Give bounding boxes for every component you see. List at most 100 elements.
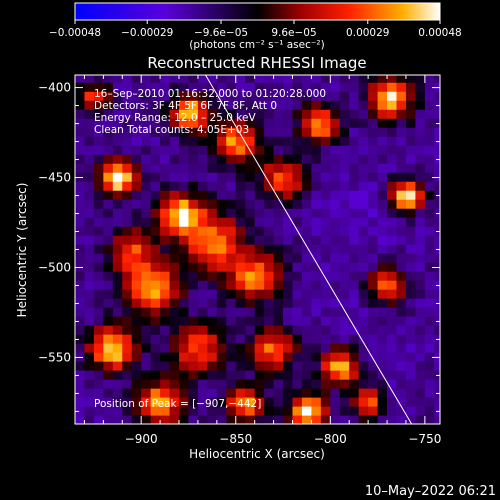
heatmap-cell [301,244,313,254]
heatmap-cell [122,181,133,191]
heatmap-cell [188,154,199,164]
heatmap-cell [141,370,152,380]
heatmap-cell [150,199,161,209]
heatmap-cell [131,226,142,236]
heatmap-cell [179,325,190,335]
heatmap-cell [396,82,407,92]
heatmap-cell [349,388,360,398]
heatmap-cell [387,217,398,227]
heatmap-cell [93,352,104,362]
heatmap-cell [179,127,190,137]
heatmap-cell [273,136,284,146]
heatmap-cell [387,343,398,353]
heatmap-cell [160,415,171,424]
heatmap-cell [330,91,341,101]
heatmap-cell [396,127,407,137]
heatmap-cell [311,370,322,380]
heatmap-cell [207,226,218,236]
heatmap-cell [424,82,435,92]
heatmap-cell [330,253,341,263]
heatmap-cell [339,388,350,398]
heatmap-cell [320,217,331,227]
heatmap-cell [197,334,208,344]
heatmap-cell [424,136,435,146]
heatmap-cell [188,235,199,245]
heatmap-cell [112,145,123,155]
heatmap-cell [330,145,341,155]
heatmap-cell [150,91,161,101]
heatmap-cell [216,325,227,335]
heatmap-cell [434,334,440,344]
heatmap-cell [396,136,407,146]
heatmap-cell [396,298,407,308]
heatmap-cell [131,172,142,182]
heatmap-cell [131,271,142,281]
heatmap-cell [415,388,426,398]
heatmap-cell [320,100,331,110]
heatmap-cell [226,217,237,227]
heatmap-cell [264,127,275,137]
heatmap-cell [301,271,313,281]
heatmap-cell [387,298,398,308]
heatmap-cell [122,217,133,227]
heatmap-cell [254,100,265,110]
heatmap-cell [93,307,104,317]
heatmap-cell [122,406,133,416]
heatmap-cell [339,136,350,146]
heatmap-cell [207,154,218,164]
heatmap-cell [301,307,313,317]
heatmap-cell [396,307,407,317]
heatmap-cell [415,361,426,371]
heatmap-cell [405,352,417,362]
heatmap-cell [131,298,142,308]
heatmap-cell [226,370,237,380]
heatmap-cell [405,100,417,110]
heatmap-cell [320,118,331,128]
heatmap-cell [160,334,171,344]
heatmap-cell [160,100,171,110]
heatmap-cell [301,379,313,389]
heatmap-cell [169,163,180,173]
heatmap-cell [141,325,152,335]
heatmap-cell [197,154,208,164]
heatmap-cell [216,262,227,272]
heatmap-cell [330,82,341,92]
heatmap-cell [245,235,256,245]
heatmap-cell [405,316,417,326]
heatmap-cell [207,181,218,191]
heatmap-cell [169,118,180,128]
heatmap-cell [112,253,123,263]
heatmap-cell [169,145,180,155]
heatmap-cell [103,262,114,272]
heatmap-cell [103,109,114,119]
heatmap-cell [226,154,237,164]
heatmap-cell [131,370,142,380]
heatmap-cell [396,352,407,362]
heatmap-cell [358,100,369,110]
heatmap-cell [93,415,104,424]
heatmap-cell [273,316,284,326]
heatmap-cell [235,75,246,83]
heatmap-cell [387,352,398,362]
heatmap-cell [311,217,322,227]
heatmap-cell [131,136,142,146]
heatmap-cell [141,244,152,254]
heatmap-cell [434,280,440,290]
heatmap-cell [103,361,114,371]
heatmap-cell [169,181,180,191]
x-tick-label: −900 [125,432,158,446]
heatmap-cell [226,244,237,254]
heatmap-cell [377,307,388,317]
heatmap-cell [405,289,417,299]
heatmap-cell [169,361,180,371]
heatmap-cell [141,91,152,101]
heatmap-cell [292,397,303,407]
heatmap-cell [264,217,275,227]
heatmap-cell [320,307,331,317]
heatmap-cell [103,91,114,101]
heatmap-cell [254,343,265,353]
heatmap-cell [358,406,369,416]
heatmap-cell [150,379,161,389]
heatmap-cell [226,145,237,155]
heatmap-cell [112,172,123,182]
